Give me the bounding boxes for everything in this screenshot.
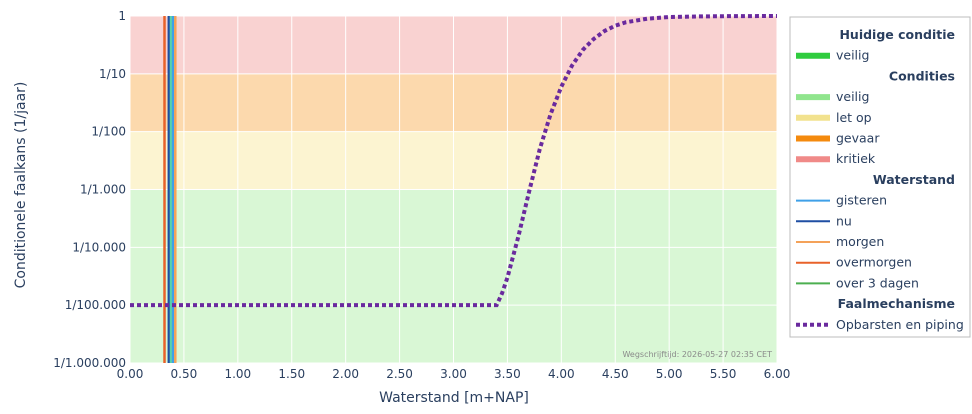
y-tick-labels: 1 1/10 1/100 1/1.000 1/10.000 1/100.000 1/1.00… (53, 9, 126, 370)
legend-group-title: Waterstand (873, 172, 955, 187)
y-tick-label: 1 (118, 9, 126, 23)
legend-item-label[interactable]: gisteren (836, 193, 887, 208)
legend-item-label[interactable]: morgen (836, 234, 884, 249)
x-tick-label: 4.00 (548, 367, 575, 381)
legend-item-label[interactable]: kritiek (836, 151, 876, 166)
legend-group-title: Huidige conditie (839, 27, 955, 42)
y-tick-label: 1/10.000 (72, 240, 126, 254)
series-line-opbarsten-en-piping (130, 14, 778, 308)
y-tick-label: 1/100.000 (65, 298, 126, 312)
x-tick-label: 0.50 (171, 367, 198, 381)
x-tick-label: 5.50 (710, 367, 737, 381)
legend-item-label[interactable]: let op (836, 110, 872, 125)
legend-group-title: Faalmechanisme (838, 296, 955, 311)
legend-group-title: Condities (889, 68, 955, 83)
legend-item-label[interactable]: nu (836, 213, 852, 228)
y-axis-title: Conditionele faalkans (1/jaar) (13, 82, 29, 289)
x-tick-label: 0.00 (117, 367, 144, 381)
legend-item-label[interactable]: veilig (836, 89, 869, 104)
legend-item-label[interactable]: gevaar (836, 131, 880, 146)
y-tick-label: 1/1.000.000 (53, 356, 126, 370)
legend: Huidige conditie veilig Condities veilig let… (789, 16, 971, 338)
x-tick-label: 1.50 (278, 367, 305, 381)
x-tick-label: 4.50 (602, 367, 629, 381)
x-tick-label: 2.00 (332, 367, 359, 381)
legend-item-label[interactable]: over 3 dagen (836, 275, 919, 290)
y-tick-label: 1/1.000 (80, 183, 126, 197)
x-tick-label: 3.00 (440, 367, 467, 381)
x-tick-labels: 0.00 0.50 1.00 1.50 2.00 2.50 3.00 3.50 4.00 4.50… (117, 367, 791, 381)
series-group (130, 14, 778, 308)
watermark: Wegschrijftijd: 2026-05-27 02:35 CET (622, 350, 772, 359)
x-tick-label: 2.50 (386, 367, 413, 381)
y-tick-label: 1/10 (99, 67, 126, 81)
x-tick-label: 6.00 (764, 367, 791, 381)
x-axis-title: Waterstand [m+NAP] (379, 390, 529, 406)
legend-item-label[interactable]: Opbarsten en piping (836, 317, 964, 332)
x-tick-label: 1.00 (224, 367, 251, 381)
legend-item-label[interactable]: overmorgen (836, 255, 912, 270)
legend-item-label[interactable]: veilig (836, 48, 869, 63)
y-tick-label: 1/100 (91, 125, 126, 139)
x-tick-label: 3.50 (494, 367, 521, 381)
x-tick-label: 5.00 (656, 367, 683, 381)
